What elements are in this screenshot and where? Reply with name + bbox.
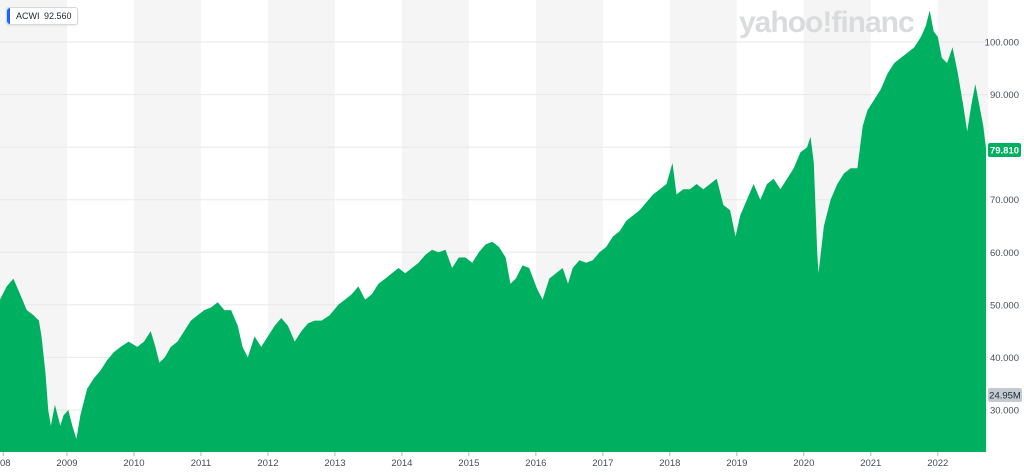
y-tick-label: 50.000 xyxy=(990,300,1019,311)
y-tick-label: 40.000 xyxy=(990,353,1019,364)
x-tick-label: 2019 xyxy=(726,458,747,469)
x-tick-label: 2013 xyxy=(324,458,345,469)
x-tick-label: 2018 xyxy=(659,458,680,469)
x-tick-label: 2017 xyxy=(592,458,613,469)
y-tick-label: 70.000 xyxy=(990,195,1019,206)
y-tick-label: 100.000 xyxy=(985,38,1019,49)
volume-label: 24.95M xyxy=(988,388,1022,402)
ticker-symbol: ACWI xyxy=(16,11,40,21)
yahoo-finance-logo: yahoo!finance xyxy=(739,6,915,39)
x-tick-label: 2014 xyxy=(391,458,412,469)
ticker-value: 92.560 xyxy=(44,11,72,21)
x-tick-label: 08 xyxy=(0,458,11,469)
y-axis: 100.00090.00080.00070.00060.00050.00040.… xyxy=(985,38,1019,417)
svg-text:24.95M: 24.95M xyxy=(989,391,1021,402)
y-tick-label: 90.000 xyxy=(990,90,1019,101)
x-tick-label: 2021 xyxy=(860,458,881,469)
x-tick-label: 2010 xyxy=(123,458,144,469)
x-axis: 08 2009 2010 2011 2012 2013 2014 2015 2016 2017 20… xyxy=(0,452,948,469)
x-tick-label: 2011 xyxy=(191,458,211,469)
x-tick-label: 2016 xyxy=(525,458,546,469)
y-tick-label: 60.000 xyxy=(990,248,1019,259)
current-price-label: 79.810 xyxy=(988,143,1021,157)
svg-text:79.810: 79.810 xyxy=(990,146,1019,157)
ticker-chip[interactable]: ACWI 92.560 xyxy=(6,7,78,25)
x-tick-label: 2015 xyxy=(458,458,479,469)
ticker-color-marker xyxy=(7,8,10,24)
x-tick-label: 2022 xyxy=(927,458,948,469)
x-tick-label: 2020 xyxy=(793,458,814,469)
x-tick-label: 2009 xyxy=(56,458,77,469)
x-tick-label: 2012 xyxy=(257,458,278,469)
price-area xyxy=(0,10,986,452)
y-tick-label: 30.000 xyxy=(990,405,1019,416)
